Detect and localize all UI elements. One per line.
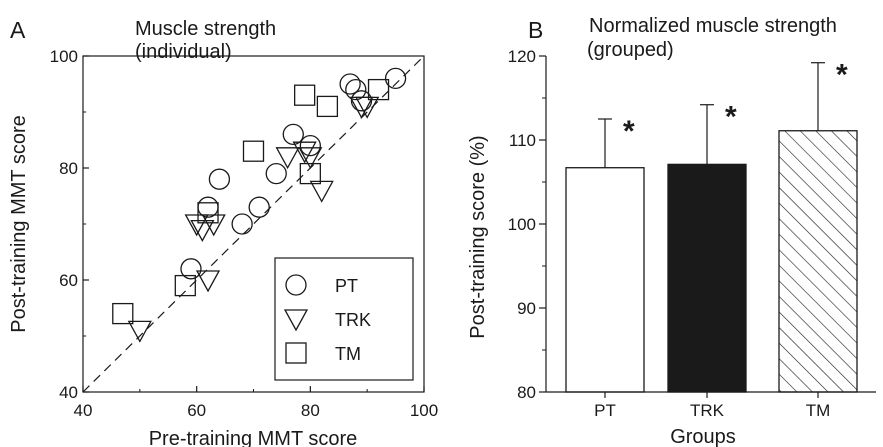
legend-box (274, 257, 414, 381)
panel-a-letter: A (10, 17, 26, 43)
y-tick-label: 40 (59, 383, 78, 402)
y-tick-label: 100 (50, 47, 78, 66)
y-tick-label: 80 (59, 159, 78, 178)
bar-pt (565, 167, 645, 393)
x-tick-label: 40 (74, 401, 93, 420)
panel-b-y-tick-label: 120 (508, 47, 536, 66)
panel-b-title: Normalized muscle strength (589, 15, 837, 37)
panel-b-x-axis-label: Groups (670, 426, 736, 447)
data-point-trk (190, 219, 215, 242)
bar-tm (778, 130, 858, 393)
panel-b-bar-chart: Normalized muscle strength (grouped) 80 9… (467, 15, 876, 447)
data-point-pt (339, 73, 361, 95)
significance-star-pt: * (623, 115, 635, 148)
data-point-tm (197, 202, 219, 224)
data-point-tm (242, 140, 265, 162)
legend: PT TRK TM (274, 257, 414, 381)
data-point-trk (355, 96, 380, 119)
legend-label-pt: PT (335, 276, 358, 296)
significance-star-tm: * (836, 59, 848, 92)
data-point-pt (299, 134, 321, 157)
data-point-trk (127, 320, 152, 343)
data-point-trk (309, 180, 334, 203)
data-point-tm (112, 302, 134, 325)
data-point-tm (174, 274, 196, 297)
panel-a-title: Muscle strength (135, 18, 276, 40)
panel-b-y-tick-label: 110 (509, 131, 536, 150)
x-tick-label: 100 (410, 401, 438, 420)
legend-marker-trk (283, 309, 309, 332)
data-point-pt (265, 162, 287, 185)
identity-line (82, 55, 425, 393)
panel-b-y-axis-label: Post-training score (%) (467, 135, 489, 338)
panel-b-letter: B (528, 17, 543, 43)
data-point-pt (350, 90, 373, 112)
data-point-trk (184, 214, 209, 237)
category-label-tm: TM (806, 401, 831, 420)
data-point-tm (293, 84, 316, 106)
significance-star-trk: * (725, 101, 737, 134)
category-label-pt: PT (594, 401, 616, 420)
data-point-pt (208, 168, 231, 190)
data-point-trk (195, 270, 221, 293)
data-point-tm (367, 78, 390, 101)
data-point-pt (384, 67, 407, 90)
legend-label-tm: TM (335, 344, 361, 364)
panel-a-scatter: Muscle strength (individual) 40 60 80 100 40… (8, 18, 438, 447)
panel-a-y-axis-label: Post-training MMT score (8, 115, 30, 332)
x-tick-label: 60 (187, 401, 206, 420)
data-point-tm (316, 95, 339, 118)
panel-a-subtitle: (individual) (135, 41, 232, 63)
panel-b-y-tick-label: 100 (508, 215, 536, 234)
data-point-trk (201, 214, 226, 237)
y-tick-label: 60 (59, 271, 78, 290)
legend-label-trk: TRK (335, 310, 371, 330)
data-point-trk (275, 147, 300, 170)
data-point-pt (231, 213, 253, 235)
x-tick-label: 80 (301, 401, 320, 420)
data-point-pt (197, 196, 219, 218)
category-label-trk: TRK (690, 401, 725, 420)
data-point-pt (248, 196, 270, 218)
panel-b-y-tick-label: 80 (517, 383, 536, 402)
bar-trk (667, 163, 747, 393)
data-point-pt (180, 258, 202, 280)
data-point-pt (345, 78, 367, 101)
panel-b-subtitle: (grouped) (587, 39, 674, 61)
panel-a-x-axis-label: Pre-training MMT score (149, 428, 358, 447)
data-point-trk (292, 141, 317, 164)
data-point-pt (282, 123, 304, 146)
panel-b-y-tick-label: 90 (517, 299, 536, 318)
legend-marker-pt (285, 274, 307, 296)
data-point-trk (298, 147, 323, 170)
legend-marker-tm (285, 342, 307, 364)
data-point-tm (299, 162, 321, 185)
